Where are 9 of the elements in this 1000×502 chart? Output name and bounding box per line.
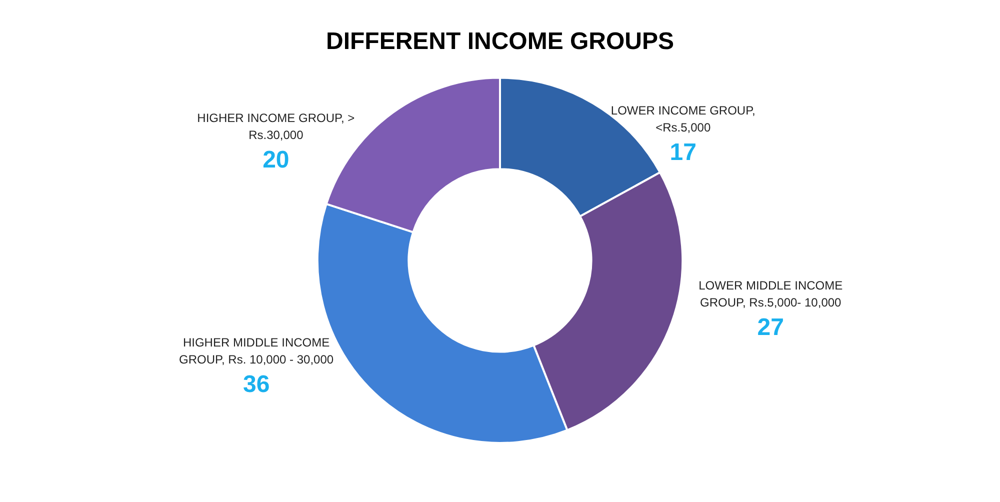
chart-title: DIFFERENT INCOME GROUPS bbox=[326, 28, 674, 56]
data-label: 20 bbox=[262, 146, 290, 174]
slice-label: HIGHER MIDDLE INCOME GROUP, Rs. 10,000 - 30,000 bbox=[179, 336, 334, 367]
data-label: 27 bbox=[757, 314, 784, 342]
slice-label: HIGHER INCOME GROUP, > Rs.30,000 bbox=[197, 111, 355, 142]
data-label: 17 bbox=[670, 138, 696, 166]
slice-label: LOWER INCOME GROUP, <Rs.5,000 bbox=[610, 103, 756, 134]
data-label: 36 bbox=[242, 371, 270, 398]
slice-label: LOWER MIDDLE INCOME GROUP, Rs.5,000- 10,000 bbox=[698, 278, 843, 310]
